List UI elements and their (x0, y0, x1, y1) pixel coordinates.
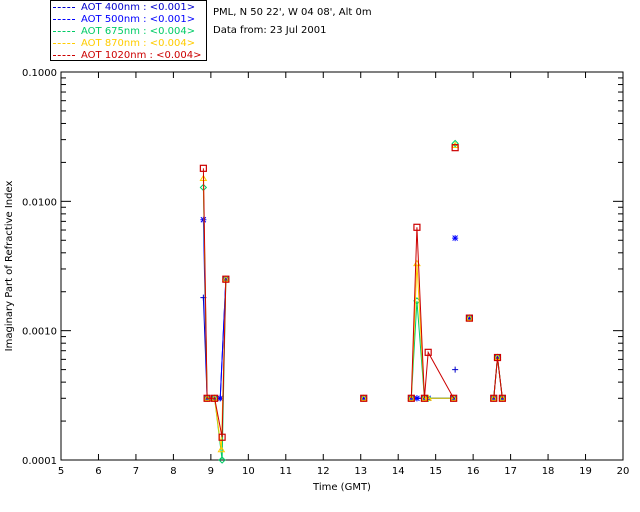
y-axis-label: Imaginary Part of Refractive Index (4, 181, 15, 352)
legend-label-400nm: AOT 400nm : <0.001> (81, 2, 196, 13)
x-tick-label: 12 (317, 466, 330, 477)
data-point-4 (451, 144, 459, 152)
data-point-3 (407, 394, 416, 401)
y-tick-label: 0.1000 (22, 68, 57, 79)
data-point-1 (360, 395, 367, 402)
y-tick-label: 0.0010 (22, 327, 57, 338)
data-point-3 (424, 394, 433, 401)
data-point-4 (465, 314, 473, 322)
legend-label-870nm: AOT 870nm : <0.004> (81, 38, 196, 49)
legend: AOT 400nm : <0.001> AOT 500nm : <0.001> … (50, 0, 207, 61)
x-tick-label: 20 (617, 466, 630, 477)
series-line-4 (202, 168, 227, 438)
legend-item-400nm: AOT 400nm : <0.001> (51, 2, 206, 14)
series-line-4 (410, 227, 455, 399)
x-tick-label: 15 (429, 466, 442, 477)
x-tick-label: 18 (542, 466, 555, 477)
series-line-3 (410, 263, 454, 399)
x-tick-label: 13 (354, 466, 367, 477)
series-line-2 (410, 300, 454, 399)
data-point-4 (450, 394, 458, 402)
data-point-1 (413, 395, 420, 402)
site-label: PML, N 50 22', W 04 08', Alt 0m (213, 7, 372, 18)
legend-swatch-500nm (53, 19, 75, 20)
legend-item-675nm: AOT 675nm : <0.004> (51, 26, 206, 38)
x-tick-label: 17 (504, 466, 517, 477)
legend-item-500nm: AOT 500nm : <0.001> (51, 14, 206, 26)
data-point-2 (451, 139, 459, 148)
data-point-2 (218, 456, 226, 464)
legend-item-1020nm: AOT 1020nm : <0.004> (51, 50, 206, 62)
x-tick-label: 6 (95, 466, 101, 477)
legend-swatch-675nm (53, 31, 75, 32)
data-point-4 (420, 394, 429, 402)
legend-label-500nm: AOT 500nm : <0.001> (81, 14, 196, 25)
data-point-1 (466, 315, 473, 322)
date-label: Data from: 23 Jul 2001 (213, 25, 327, 36)
x-tick-label: 16 (467, 466, 480, 477)
x-axis-label: Time (GMT) (312, 482, 371, 493)
y-tick-label: 0.0001 (22, 456, 57, 467)
x-tick-label: 8 (170, 466, 176, 477)
data-point-4 (413, 223, 421, 231)
data-point-4 (211, 394, 219, 402)
data-point-4 (199, 164, 207, 172)
legend-item-870nm: AOT 870nm : <0.004> (51, 38, 206, 50)
data-point-0 (452, 366, 459, 373)
plot-frame (60, 71, 624, 461)
legend-label-1020nm: AOT 1020nm : <0.004> (81, 50, 202, 61)
data-point-4 (222, 275, 230, 283)
data-point-4 (424, 348, 432, 356)
data-point-3 (420, 394, 429, 401)
x-tick-label: 5 (58, 466, 64, 477)
x-tick-label: 9 (208, 466, 214, 477)
x-tick-label: 7 (133, 466, 139, 477)
data-point-1 (452, 235, 459, 242)
data-point-4 (218, 433, 226, 441)
x-tick-label: 14 (392, 466, 405, 477)
data-point-3 (449, 394, 458, 401)
data-point-1 (200, 216, 207, 223)
data-point-1 (217, 395, 224, 402)
y-tick-label: 0.0100 (22, 197, 57, 208)
x-tick-label: 19 (579, 466, 592, 477)
data-point-4 (498, 394, 506, 402)
data-point-4 (490, 394, 498, 402)
data-point-3 (465, 314, 474, 321)
data-point-3 (359, 394, 368, 401)
data-point-4 (493, 353, 502, 362)
data-point-4 (203, 394, 211, 402)
series-line-4 (493, 357, 503, 399)
x-tick-label: 11 (279, 466, 292, 477)
data-point-3 (498, 394, 507, 401)
data-point-4 (407, 394, 415, 402)
legend-label-675nm: AOT 675nm : <0.004> (81, 26, 196, 37)
data-point-3 (489, 394, 498, 401)
data-point-3 (217, 445, 226, 453)
legend-swatch-870nm (53, 43, 75, 44)
x-tick-label: 10 (242, 466, 255, 477)
data-point-4 (360, 394, 368, 402)
legend-swatch-1020nm (53, 55, 75, 56)
legend-swatch-400nm (53, 7, 75, 8)
